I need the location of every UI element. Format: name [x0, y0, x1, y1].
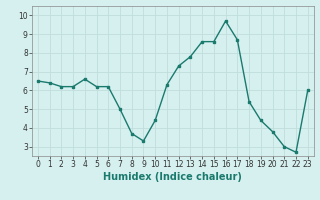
X-axis label: Humidex (Indice chaleur): Humidex (Indice chaleur): [103, 172, 242, 182]
